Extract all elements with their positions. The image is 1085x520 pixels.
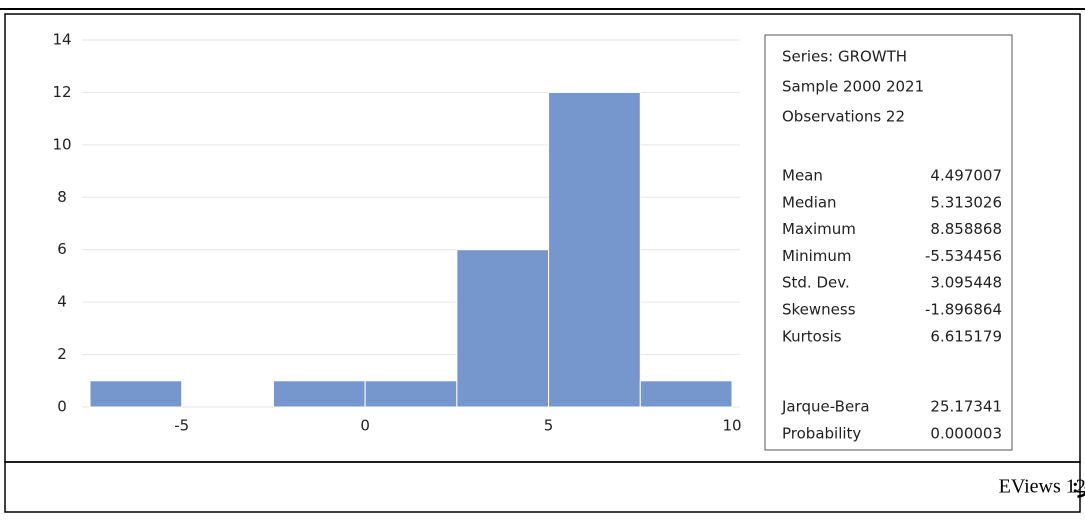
x-tick-label: 5 bbox=[544, 417, 554, 435]
stat-name: Median bbox=[782, 193, 837, 211]
y-tick-label: 14 bbox=[52, 31, 71, 49]
stat-value: 3.095448 bbox=[930, 274, 1002, 292]
x-tick-label: 0 bbox=[360, 417, 370, 435]
caption-frame bbox=[4, 461, 1081, 513]
stat-name: Skewness bbox=[782, 301, 856, 319]
bar bbox=[272, 380, 366, 408]
y-tick-label: 6 bbox=[57, 240, 67, 258]
stat-value: -5.534456 bbox=[925, 247, 1002, 265]
stat-value: -1.896864 bbox=[925, 301, 1002, 319]
stat-value: 8.858868 bbox=[930, 220, 1002, 238]
bar bbox=[639, 380, 733, 408]
stats-header: Sample 2000 2021 bbox=[782, 78, 924, 96]
y-tick-label: 8 bbox=[57, 188, 67, 206]
stat-value: 6.615179 bbox=[930, 327, 1002, 345]
stat-name: Maximum bbox=[782, 220, 856, 238]
stats-header: Observations 22 bbox=[782, 108, 905, 126]
x-tick-label: -5 bbox=[174, 417, 189, 435]
x-tick-label: 10 bbox=[722, 417, 741, 435]
y-tick-label: 0 bbox=[57, 398, 67, 416]
stat-value: 4.497007 bbox=[930, 167, 1002, 185]
caption-text: من إعداد الباحثة بالاعتماد على مخرجات بر… bbox=[999, 476, 1085, 499]
stat-name: Kurtosis bbox=[782, 327, 842, 345]
stat-name: Std. Dev. bbox=[782, 274, 850, 292]
stat-name: Mean bbox=[782, 167, 823, 185]
y-tick-label: 4 bbox=[57, 293, 67, 311]
caption-label: المصدر: bbox=[1072, 476, 1085, 499]
bar bbox=[364, 380, 458, 408]
stat-name: Probability bbox=[782, 425, 861, 443]
stat-name: Jarque-Bera bbox=[781, 398, 870, 416]
stats-header: Series: GROWTH bbox=[782, 48, 907, 66]
bar bbox=[89, 380, 183, 408]
stat-value: 25.17341 bbox=[930, 398, 1002, 416]
y-tick-label: 12 bbox=[52, 83, 71, 101]
bar bbox=[548, 91, 641, 408]
y-tick-label: 2 bbox=[57, 345, 67, 363]
stat-name: Minimum bbox=[782, 247, 852, 265]
y-tick-label: 10 bbox=[52, 135, 71, 153]
stats-box bbox=[764, 34, 1013, 451]
stat-value: 0.000003 bbox=[930, 425, 1002, 443]
bar bbox=[456, 249, 550, 408]
stat-value: 5.313026 bbox=[930, 193, 1002, 211]
